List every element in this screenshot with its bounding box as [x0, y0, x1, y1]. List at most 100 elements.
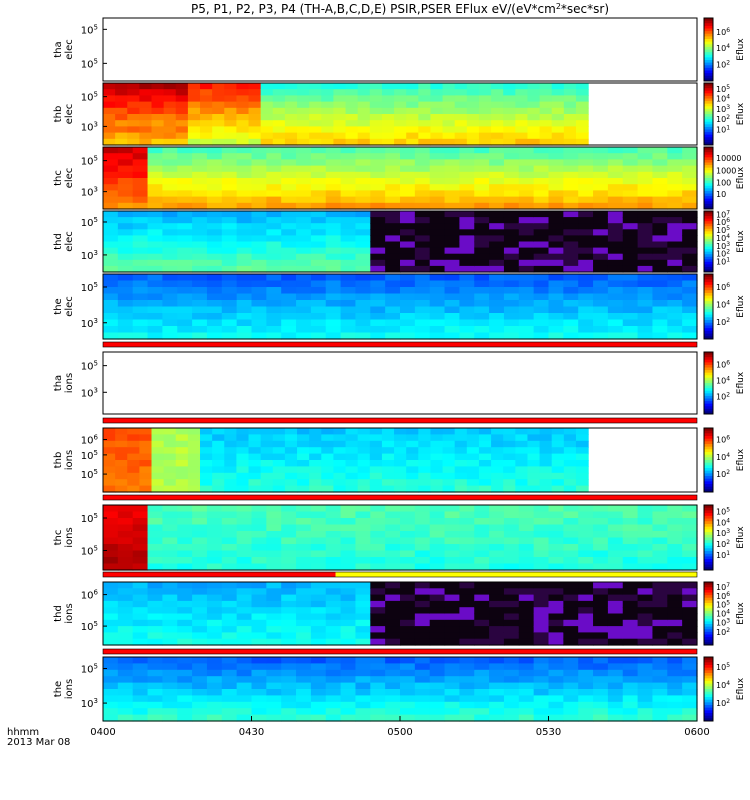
spectrogram-cell: [162, 217, 178, 224]
spectrogram-cell: [340, 300, 357, 308]
spectrogram-cell: [139, 440, 153, 448]
spectrogram-cell: [518, 196, 535, 204]
spectrogram-cell: [248, 89, 262, 96]
spectrogram-cell: [192, 689, 208, 696]
spectrogram-cell: [682, 582, 698, 589]
spectrogram-cell: [206, 714, 223, 722]
spectrogram-cell: [370, 701, 386, 709]
spectrogram-cell: [414, 247, 431, 255]
spectrogram-cell: [103, 326, 119, 334]
spectrogram-cell: [503, 171, 520, 179]
spectrogram-cell: [551, 114, 565, 121]
spectrogram-cell: [466, 126, 480, 134]
spectrogram-cell: [478, 138, 492, 146]
spectrogram-cell: [212, 479, 225, 487]
spectrogram-cell: [578, 619, 594, 627]
spectrogram-cell: [177, 274, 193, 282]
spectrogram-cell: [593, 701, 609, 709]
spectrogram-cell: [281, 235, 297, 243]
spectrogram-cell: [297, 83, 310, 90]
spectrogram-cell: [593, 196, 609, 204]
colorbar-swatch: [704, 694, 713, 698]
spectrogram-cell: [637, 689, 654, 696]
colorbar-tick-label: 105: [716, 662, 730, 673]
colorbar-swatch: [704, 175, 713, 179]
spectrogram-cell: [369, 89, 383, 96]
spectrogram-cell: [325, 518, 342, 526]
colorbar-tick-label: 104: [716, 93, 730, 104]
spectrogram-cell: [132, 319, 149, 327]
spectrogram-cell: [325, 563, 342, 571]
spectrogram-cell: [236, 537, 253, 545]
spectrogram-cell: [200, 95, 213, 103]
spectrogram-cell: [206, 265, 223, 273]
spectrogram-cell: [296, 293, 312, 301]
spectrogram-cell: [117, 557, 134, 565]
spectrogram-cell: [251, 689, 267, 696]
spectrogram-cell: [266, 663, 282, 671]
spectrogram-cell: [340, 306, 357, 314]
colorbar-tick-label: 100: [716, 178, 731, 187]
spectrogram-cell: [345, 434, 359, 442]
spectrogram-cell: [622, 588, 639, 596]
spectrogram-cell: [667, 600, 683, 608]
panel-ylabel: thdelec: [53, 231, 75, 252]
spectrogram-cell: [132, 265, 149, 273]
spectrogram-cell: [489, 582, 505, 589]
spectrogram-cell: [251, 313, 267, 321]
spectrogram-cell: [533, 563, 550, 571]
spectrogram-cell: [147, 518, 163, 526]
spectrogram-cell: [400, 274, 416, 282]
spectrogram-cell: [248, 447, 262, 455]
spectrogram-cell: [578, 582, 594, 589]
spectrogram-cell: [147, 313, 163, 321]
spectrogram-cell: [192, 178, 208, 185]
spectrogram-cell: [370, 319, 386, 327]
spectrogram-cell: [325, 190, 342, 198]
spectrogram-cell: [478, 83, 492, 90]
spectrogram-cell: [607, 332, 624, 340]
spectrogram-cell: [533, 300, 550, 308]
spectrogram-cell: [503, 682, 520, 690]
spectrogram-cell: [539, 440, 553, 448]
spectrogram-cell: [296, 563, 312, 571]
spectrogram-cell: [444, 259, 460, 267]
spectrogram-cell: [385, 274, 401, 282]
colorbar-swatch: [704, 449, 713, 453]
spectrogram-cell: [459, 607, 475, 615]
spectrogram-cell: [533, 663, 550, 671]
colorbar-swatch: [704, 686, 713, 690]
spectrogram-cell: [622, 669, 639, 677]
spectrogram-cell: [132, 229, 149, 236]
spectrogram-cell: [381, 440, 395, 448]
spectrogram-cell: [177, 280, 193, 288]
spectrogram-cell: [385, 202, 401, 210]
spectrogram-cell: [281, 165, 297, 173]
spectrogram-cell: [489, 588, 505, 596]
spectrogram-cell: [127, 466, 140, 474]
spectrogram-cell: [515, 132, 529, 140]
spectrogram-cell: [466, 132, 480, 140]
spectrogram-cell: [206, 326, 223, 334]
spectrogram-cell: [151, 132, 165, 140]
spectrogram-cell: [224, 428, 237, 435]
spectrogram-cell: [296, 300, 312, 308]
spectrogram-cell: [459, 241, 475, 249]
spectrogram-cell: [132, 306, 149, 314]
spectrogram-cell: [539, 126, 553, 134]
spectrogram-cell: [266, 563, 282, 571]
spectrogram-cell: [192, 557, 208, 565]
colorbar-tick-label: 102: [716, 626, 730, 637]
spectrogram-cell: [466, 472, 480, 480]
spectrogram-cell: [310, 241, 327, 249]
spectrogram-cell: [355, 159, 371, 167]
spectrogram-cell: [533, 253, 550, 261]
spectrogram-cell: [296, 676, 312, 684]
spectrogram-cell: [266, 235, 282, 243]
spectrogram-cell: [474, 319, 490, 327]
spectrogram-cell: [548, 582, 564, 589]
spectrogram-cell: [385, 184, 401, 191]
spectrogram-cell: [400, 217, 416, 224]
